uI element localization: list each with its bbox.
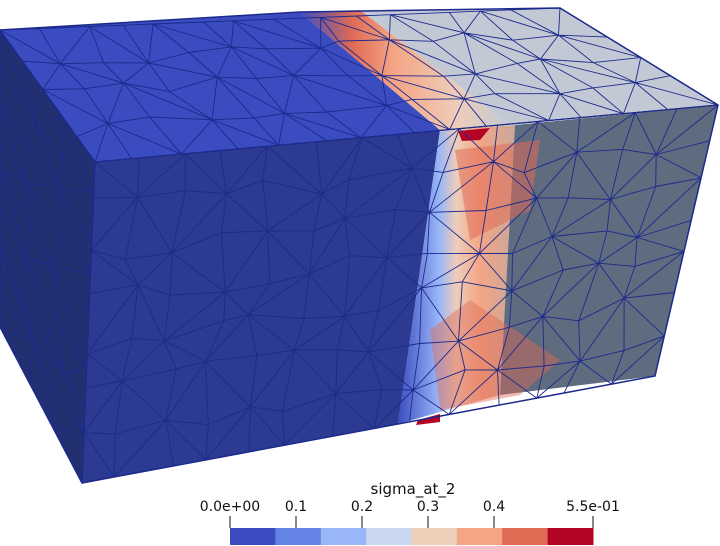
box-left-face: [0, 30, 95, 483]
box-top-face-band: [300, 10, 510, 130]
mesh-box: [0, 7, 719, 484]
stress-region: [430, 300, 560, 410]
box-edge: [81, 161, 96, 484]
box-outline: [0, 7, 719, 484]
stress-hotspot: [458, 128, 490, 141]
